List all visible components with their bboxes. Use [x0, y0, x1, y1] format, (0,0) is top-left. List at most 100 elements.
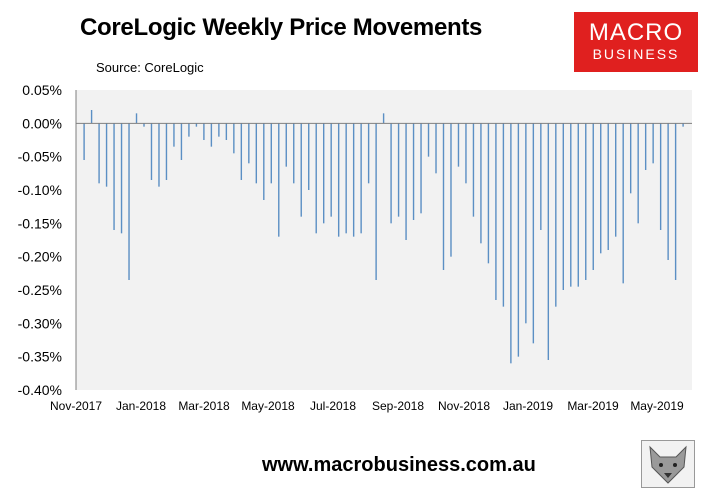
bar	[577, 123, 579, 287]
bar	[240, 123, 243, 180]
bar	[652, 123, 654, 164]
chart-title: CoreLogic Weekly Price Movements	[80, 14, 483, 41]
bar	[218, 123, 220, 137]
macrobusiness-logo: MACRO BUSINESS	[574, 12, 698, 72]
bar	[345, 123, 347, 234]
plot-area	[76, 90, 692, 390]
y-tick-label: -0.35%	[18, 349, 62, 365]
bar	[412, 123, 415, 220]
bar	[210, 123, 213, 147]
bar	[195, 123, 198, 127]
bar	[420, 123, 422, 214]
bar	[517, 123, 520, 357]
bar	[644, 123, 647, 170]
x-tick-label: May-2018	[241, 399, 295, 413]
bar	[255, 123, 258, 184]
x-tick-label: Jan-2019	[503, 399, 553, 413]
bar	[105, 123, 108, 187]
bar	[457, 123, 460, 167]
bar	[113, 123, 115, 230]
bar	[173, 123, 175, 147]
bar	[682, 123, 684, 127]
y-tick-label: -0.20%	[18, 249, 62, 265]
bar	[629, 123, 632, 194]
x-tick-label: Sep-2018	[372, 399, 424, 413]
bar	[337, 123, 340, 237]
bar	[585, 123, 587, 280]
bar	[165, 123, 168, 180]
y-axis: 0.05% 0.00% -0.05% -0.10% -0.15% -0.20% -0.25%…	[18, 82, 62, 398]
x-tick-label: Mar-2019	[567, 399, 619, 413]
x-tick-label: Jul-2018	[310, 399, 356, 413]
bar	[300, 123, 302, 217]
bar	[592, 123, 594, 270]
bar	[525, 123, 527, 324]
bar	[143, 123, 145, 127]
bar	[390, 123, 392, 224]
bar	[180, 123, 183, 160]
source-label: Source: CoreLogic	[96, 60, 204, 75]
bar	[532, 123, 535, 344]
x-tick-label: Mar-2018	[178, 399, 230, 413]
logo-line-macro: MACRO	[588, 19, 684, 46]
bar	[375, 123, 377, 280]
bar	[547, 123, 550, 360]
bar	[315, 123, 317, 234]
bar	[397, 123, 400, 217]
bar	[83, 123, 85, 160]
bar	[667, 123, 669, 260]
x-tick-label: Jan-2018	[116, 399, 166, 413]
bar	[450, 123, 452, 257]
bar-series	[83, 110, 684, 364]
x-tick-label: Nov-2017	[50, 399, 102, 413]
bar	[570, 123, 572, 287]
bar	[225, 123, 228, 140]
bar	[285, 123, 287, 167]
bar	[308, 123, 310, 190]
footer-url: www.macrobusiness.com.au	[262, 454, 536, 476]
y-tick-label: 0.05%	[22, 82, 62, 98]
x-axis: Nov-2017 Jan-2018 Mar-2018 May-2018 Jul-2018…	[50, 399, 684, 413]
bar	[540, 123, 542, 230]
bar-chart: 0.05% 0.00% -0.05% -0.10% -0.15% -0.20% -0.25%…	[18, 82, 692, 413]
bar	[233, 123, 235, 154]
bar	[427, 123, 430, 157]
bar	[150, 123, 153, 180]
logo-line-business: BUSINESS	[592, 46, 680, 62]
bar	[502, 123, 505, 307]
bar	[465, 123, 467, 184]
bar	[495, 123, 497, 300]
bar	[615, 123, 617, 237]
x-tick-label: May-2019	[630, 399, 684, 413]
bar	[435, 123, 437, 174]
bar	[674, 123, 677, 280]
bar	[293, 123, 295, 184]
y-tick-label: -0.10%	[18, 182, 62, 198]
x-tick-label: Nov-2018	[438, 399, 490, 413]
y-tick-label: -0.40%	[18, 382, 62, 398]
bar	[555, 123, 557, 307]
bar	[382, 113, 385, 124]
bar	[510, 123, 512, 364]
bar	[203, 123, 205, 140]
bar	[600, 123, 602, 254]
bar	[98, 123, 100, 184]
bar	[120, 123, 123, 234]
bar	[405, 123, 407, 240]
bar	[637, 123, 639, 224]
bar	[562, 123, 564, 290]
bar	[90, 110, 93, 124]
y-tick-label: -0.30%	[18, 315, 62, 331]
bar	[278, 123, 280, 237]
bar	[360, 123, 362, 234]
y-tick-label: -0.05%	[18, 149, 62, 165]
bar	[188, 123, 190, 137]
bar	[323, 123, 325, 224]
bar	[472, 123, 475, 217]
bar	[659, 123, 662, 230]
bar	[263, 123, 265, 200]
wolf-head-icon	[641, 440, 695, 488]
bar	[480, 123, 482, 244]
bar	[158, 123, 160, 187]
bar	[442, 123, 445, 270]
